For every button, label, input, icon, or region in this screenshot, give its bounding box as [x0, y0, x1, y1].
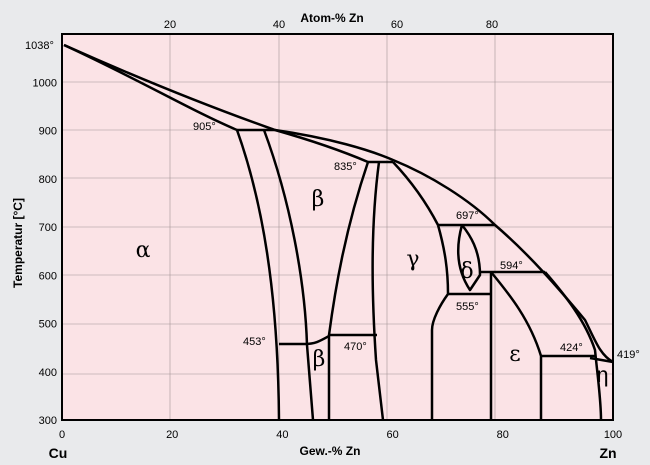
label-453: 453° [243, 336, 266, 348]
x-tick-label: 20 [166, 429, 178, 441]
label-905: 905° [193, 121, 216, 133]
y-tick-label: 300 [39, 415, 57, 427]
phase-delta: δ [460, 259, 473, 284]
x-tick-label: 40 [276, 429, 288, 441]
y-axis-title: Temperatur [°C] [11, 198, 25, 288]
label-424: 424° [560, 342, 583, 354]
y-tick-labels: 300 400 500 600 700 800 900 1000 [33, 77, 57, 427]
y-tick-label: 800 [39, 174, 57, 186]
top-tick-label: 20 [164, 19, 176, 31]
x-tick-label: 80 [497, 429, 509, 441]
beta-right-boundary [327, 161, 370, 420]
phase-beta-low: β [313, 347, 326, 372]
top-tick-label: 60 [391, 19, 403, 31]
y-tick-label: 400 [39, 367, 57, 379]
phase-boundaries [63, 43, 614, 421]
label-419: 419° [617, 349, 640, 361]
phase-labels: α β β γ δ ε η [136, 187, 609, 388]
label-555: 555° [456, 301, 479, 313]
epsilon-solvus [490, 271, 543, 420]
label-594: 594° [500, 260, 523, 272]
x-tick-label: 0 [59, 429, 65, 441]
beta-solidus [274, 128, 369, 164]
x-tick-label: 60 [386, 429, 398, 441]
liquidus-main [274, 128, 614, 364]
x-tick-label: 100 [604, 429, 622, 441]
temperature-labels: 1038° 905° 835° 697° 594° 555° 453° 470°… [25, 40, 640, 361]
phase-beta: β [312, 187, 325, 212]
isotherm-453 [279, 334, 330, 346]
y-tick-label: 900 [39, 126, 57, 138]
label-835: 835° [334, 161, 357, 173]
label-697: 697° [456, 210, 479, 222]
epsilon-right-boundary [544, 271, 603, 421]
isotherm-419 [589, 356, 614, 364]
alpha-solvus [235, 129, 281, 421]
phase-alpha: α [136, 238, 151, 263]
gamma-left-boundary [371, 161, 385, 421]
y-tick-label: 600 [39, 270, 57, 282]
label-470: 470° [344, 341, 367, 353]
phase-epsilon: ε [509, 342, 520, 367]
phase-eta: η [595, 363, 608, 388]
beta-left-boundary [262, 129, 315, 421]
top-tick-label: 40 [273, 19, 285, 31]
label-cu-melting: 1038° [25, 40, 54, 52]
top-axis-title: Atom-% Zn [300, 11, 363, 25]
alpha-solidus [63, 43, 238, 132]
x-tick-labels: 0 20 40 60 80 100 [59, 429, 622, 441]
y-tick-label: 700 [39, 222, 57, 234]
left-element-label: Cu [49, 445, 68, 461]
top-tick-labels: 20 40 60 80 [164, 19, 498, 31]
top-tick-label: 80 [486, 19, 498, 31]
right-element-label: Zn [599, 445, 616, 461]
delta-boundary [457, 224, 482, 292]
phase-gamma: γ [406, 247, 419, 272]
bottom-axis-title: Gew.-% Zn [300, 444, 361, 458]
y-tick-label: 500 [39, 319, 57, 331]
gamma-solidus [392, 161, 440, 226]
plot-area [61, 33, 614, 421]
y-tick-label: 1000 [33, 77, 57, 89]
